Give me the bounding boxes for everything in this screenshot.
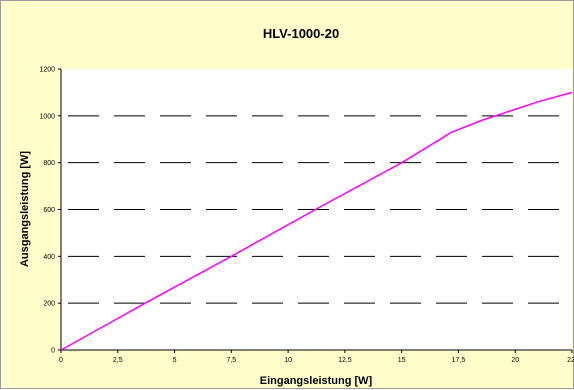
x-tick-label-3: 7,5 — [226, 357, 236, 364]
series-line-0 — [60, 91, 573, 351]
y-axis-title: Ausgangsleistung [W] — [19, 151, 31, 267]
y-tick-label-1: 200 — [43, 301, 55, 308]
x-tick-label-0: 0 — [59, 357, 63, 364]
y-tick-label-5: 1000 — [39, 113, 55, 120]
y-tick-label-3: 600 — [43, 207, 55, 214]
chart-title: HLV-1000-20 — [263, 26, 339, 41]
x-tick-label-1: 2,5 — [113, 357, 123, 364]
y-tick-label-2: 400 — [43, 254, 55, 261]
x-tick-label-6: 15 — [398, 357, 406, 364]
x-tick-label-4: 10 — [284, 357, 292, 364]
x-axis-ticks: 0 2,5 5 7,5 10 12,5 15 17,5 20 22, — [59, 350, 574, 364]
series-group — [60, 91, 573, 351]
x-tick-label-2: 5 — [173, 357, 177, 364]
y-tick-label-6: 1200 — [39, 67, 55, 74]
y-tick-label-4: 800 — [43, 160, 55, 167]
y-tick-label-0: 0 — [51, 348, 55, 355]
x-tick-label-7: 17,5 — [452, 357, 466, 364]
x-tick-label-5: 12,5 — [338, 357, 352, 364]
y-axis-ticks: 0 200 400 600 800 1000 1200 — [39, 67, 61, 355]
x-tick-label-8: 20 — [511, 357, 519, 364]
x-axis-title: Eingangsleistung [W] — [260, 375, 373, 387]
x-tick-label-9: 22, — [567, 357, 574, 364]
